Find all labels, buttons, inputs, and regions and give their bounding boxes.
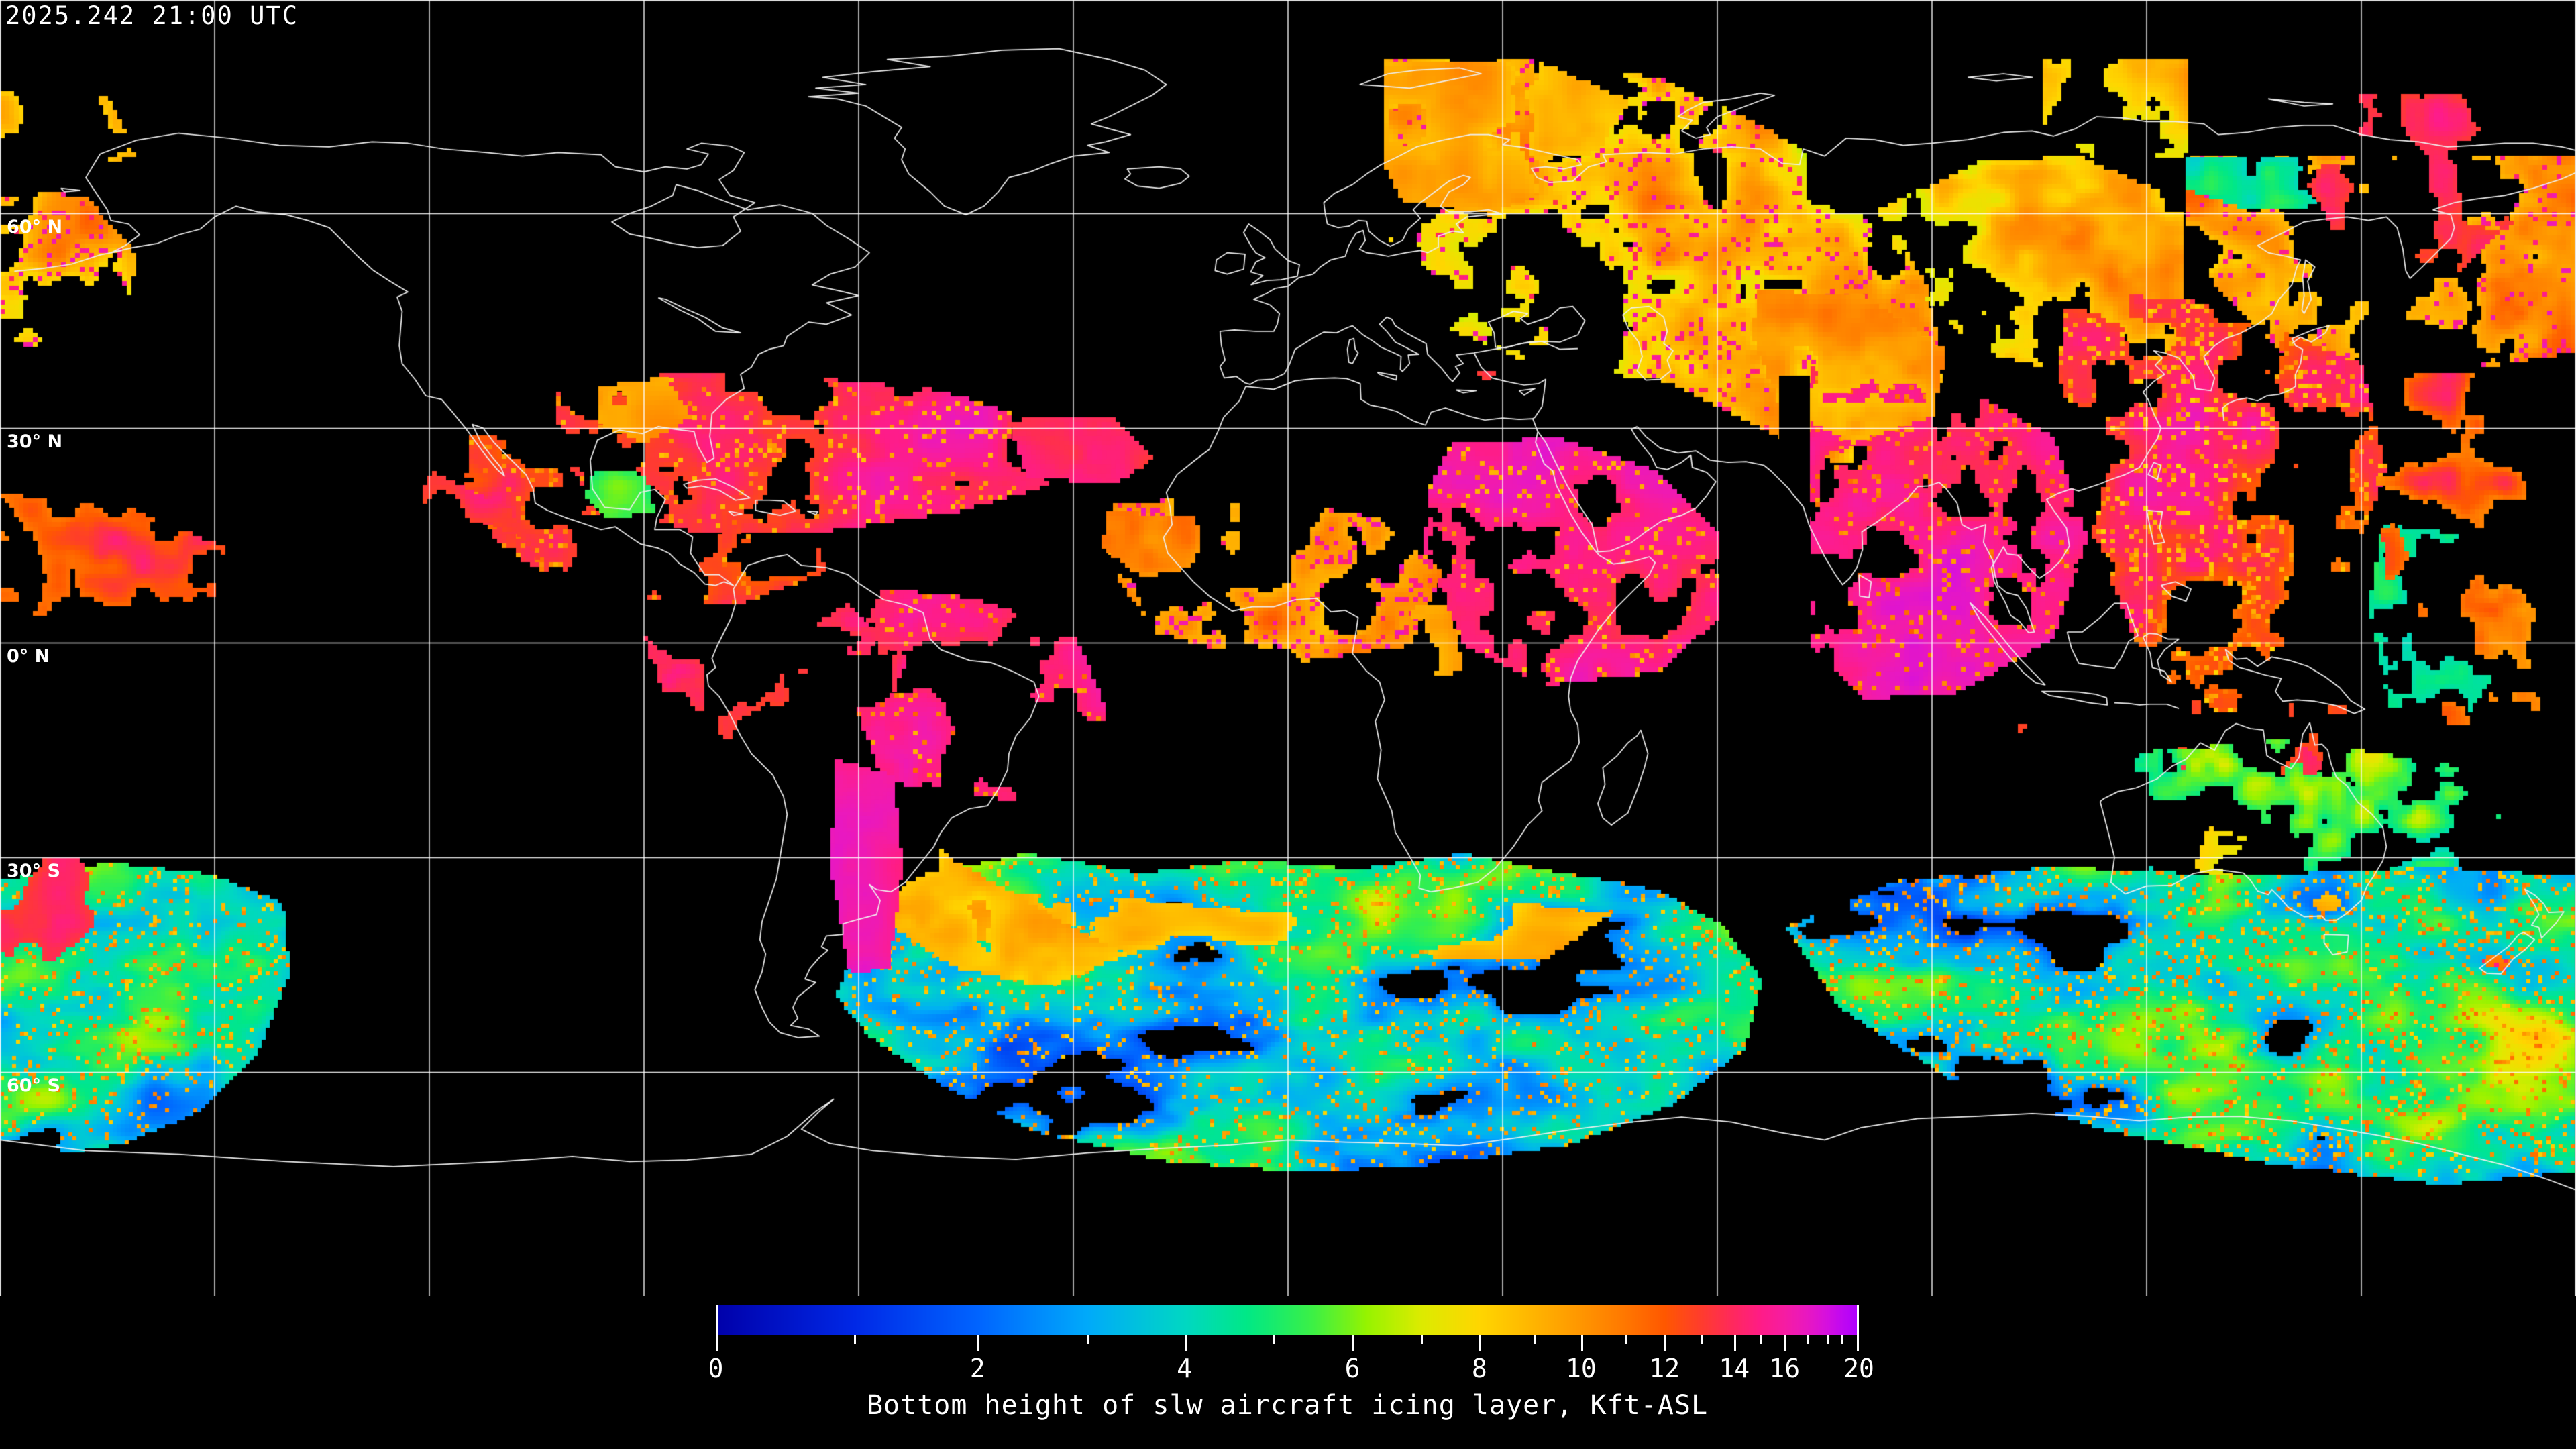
colorbar-tick-label-12: 12 [1649,1354,1680,1383]
colorbar-tick-20 [1857,1305,1859,1351]
colorbar-tick-label-16: 16 [1769,1354,1801,1383]
colorbar-tick-8 [1479,1335,1482,1351]
colorbar-tick-2 [977,1335,980,1351]
colorbar-tick-1 [854,1335,857,1344]
lat-label-30S: 30° S [7,861,60,881]
colorbar-tick-label-20: 20 [1843,1354,1874,1383]
colorbar-tick-14 [1734,1335,1737,1351]
timestamp: 2025.242 21:00 UTC [5,1,299,30]
colorbar-tick-17 [1806,1335,1809,1344]
colorbar-tick-15 [1760,1335,1763,1344]
colorbar-gradient [716,1305,1859,1335]
lat-label-60S: 60° S [7,1075,60,1096]
colorbar-tick-0 [716,1305,718,1351]
colorbar-tick-13 [1701,1335,1703,1344]
colorbar-tick-10 [1580,1335,1583,1351]
colorbar-title: Bottom height of slw aircraft icing laye… [866,1390,1709,1421]
lat-label-60N: 60° N [7,217,63,237]
world-icing-map [0,0,2576,1296]
colorbar-tick-6 [1352,1335,1355,1351]
lat-label-30N: 30° N [7,431,63,452]
colorbar-tick-label-14: 14 [1719,1354,1750,1383]
colorbar-tick-3 [1087,1335,1089,1344]
colorbar-tick-18 [1827,1335,1829,1344]
colorbar-tick-label-4: 4 [1177,1354,1193,1383]
colorbar-tick-5 [1272,1335,1275,1344]
colorbar-tick-label-10: 10 [1566,1354,1597,1383]
colorbar-tick-label-0: 0 [708,1354,724,1383]
colorbar-tick-4 [1184,1335,1187,1351]
colorbar-tick-12 [1664,1335,1667,1351]
colorbar-tick-9 [1534,1335,1537,1344]
colorbar-tick-19 [1841,1335,1844,1344]
colorbar-tick-16 [1784,1335,1787,1351]
colorbar-tick-label-2: 2 [969,1354,985,1383]
colorbar-tick-7 [1421,1335,1424,1344]
colorbar-tick-11 [1624,1335,1627,1344]
lat-label-0N: 0° N [7,646,50,667]
colorbar-tick-label-6: 6 [1344,1354,1360,1383]
colorbar-tick-label-8: 8 [1471,1354,1487,1383]
colorbar: 0 2 4 6 8 10 12 14 16 20 [708,1305,1874,1383]
